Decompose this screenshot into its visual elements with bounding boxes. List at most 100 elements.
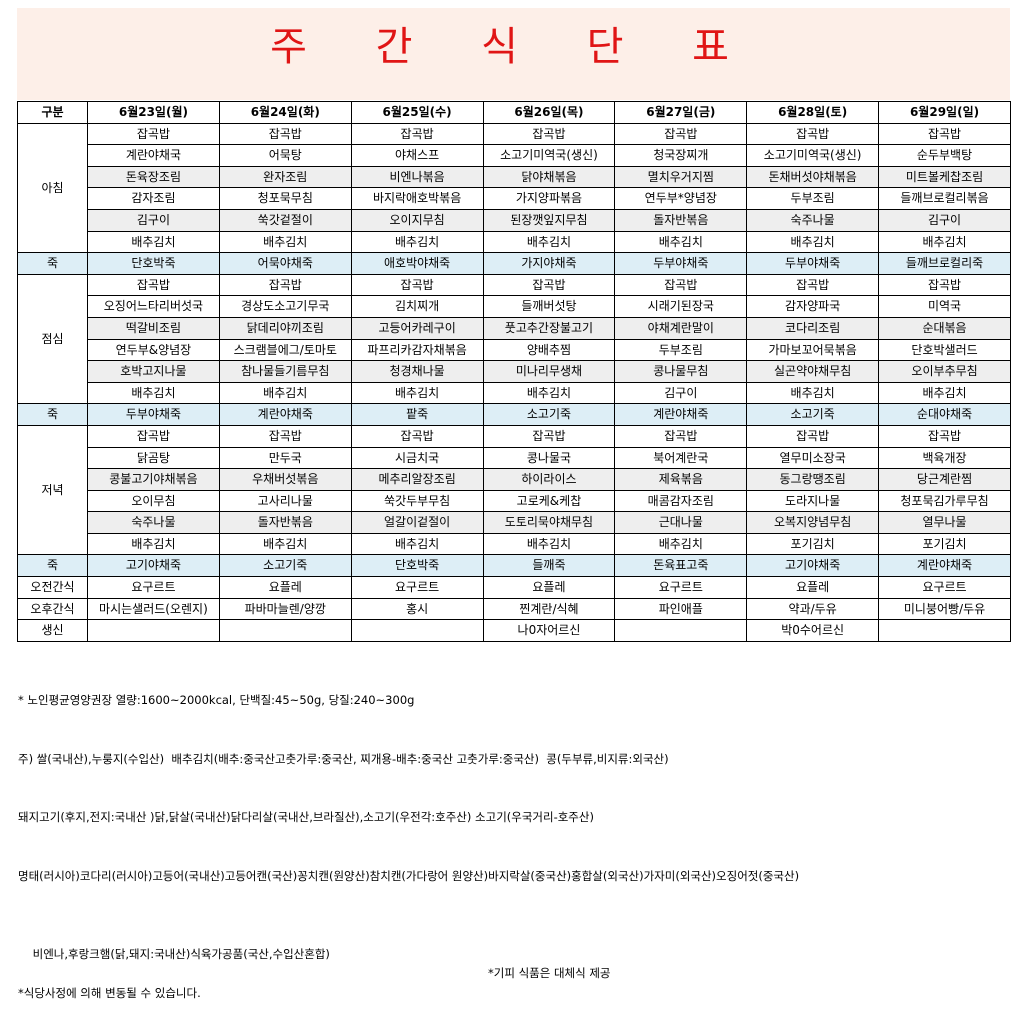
menu-item: 풋고추간장불고기 xyxy=(482,316,616,340)
menu-item: 배추김치 xyxy=(350,381,484,405)
menu-item: 비엔나볶음 xyxy=(350,165,484,189)
menu-item xyxy=(218,619,352,642)
menu-item: 잡곡밥 xyxy=(746,424,880,448)
juk2-label: 죽 xyxy=(17,403,88,426)
menu-item: 멸치우거지찜 xyxy=(614,165,748,189)
menu-item: 잡곡밥 xyxy=(218,273,352,297)
menu-item: 단호박죽 xyxy=(350,554,484,578)
day-header: 6월24일(화) xyxy=(218,101,352,124)
menu-item: 배추김치 xyxy=(87,230,220,254)
menu-item: 우채버섯볶음 xyxy=(218,468,352,491)
note-line: 돼지고기(후지,전지:국내산 )닭,닭살(국내산)닭다리살(국내산,브라질산),… xyxy=(18,810,594,824)
menu-item: 계란야채죽 xyxy=(878,554,1011,578)
menu-item: 청국장찌개 xyxy=(614,144,748,167)
menu-item: 어묵탕 xyxy=(218,144,352,167)
pm_snack-label: 오후간식 xyxy=(17,597,88,621)
menu-item: 도토리묵야채무침 xyxy=(482,511,616,534)
menu-item: 동그랑땡조림 xyxy=(746,468,880,491)
lunch-row: 호박고지나물 참나물들기름무침 청경채나물 미나리무생채 콩나물무침 실곤약야채무침 오이부… xyxy=(18,360,1011,383)
menu-item: 홍시 xyxy=(350,597,484,621)
menu-item: 오복지양념무침 xyxy=(746,511,880,534)
menu-item: 배추김치 xyxy=(350,532,484,556)
lunch-row: 떡갈비조림 닭데리야끼조림 고등어카레구이 풋고추간장불고기 야채계란말이 코다리조림 순대… xyxy=(18,316,1011,340)
day-header: 6월23일(월) xyxy=(87,101,220,124)
menu-item: 잡곡밥 xyxy=(87,424,220,448)
menu-item: 잡곡밥 xyxy=(218,424,352,448)
menu-item: 두부조림 xyxy=(614,338,748,362)
am_snack-label: 오전간식 xyxy=(17,576,88,599)
menu-item: 들깨죽 xyxy=(482,554,616,578)
menu-item: 돌자반볶음 xyxy=(218,511,352,534)
menu-item: 박0수어르신 xyxy=(746,619,880,642)
menu-item: 잡곡밥 xyxy=(482,122,616,146)
menu-item: 고로케&케찹 xyxy=(482,489,616,513)
juk1-row: 죽 단호박죽 어묵야채죽 애호박야채죽 가지야채죽 두부야채죽 두부야채죽 들깨브로컬리죽 xyxy=(17,252,1011,275)
menu-item: 도라지나물 xyxy=(746,489,880,513)
menu-item: 배추김치 xyxy=(218,381,352,405)
menu-item: 포기김치 xyxy=(878,532,1011,556)
menu-item: 잡곡밥 xyxy=(746,273,880,297)
menu-item: 들깨브로컬리죽 xyxy=(878,252,1011,275)
menu-item: 순두부백탕 xyxy=(878,144,1011,167)
menu-item: 열무나물 xyxy=(878,511,1011,534)
menu-item: 숙주나물 xyxy=(87,511,220,534)
menu-item: 경상도소고기무국 xyxy=(218,295,352,318)
birthday-label: 생신 xyxy=(17,619,88,642)
menu-item: 완자조림 xyxy=(218,165,352,189)
menu-item: 된장깻잎지무침 xyxy=(482,208,616,232)
menu-item: 북어계란국 xyxy=(614,446,748,470)
menu-item: 파바마늘렌/양깡 xyxy=(218,597,352,621)
menu-item xyxy=(878,619,1011,642)
menu-item: 청경채나물 xyxy=(350,360,484,383)
menu-item: 포기김치 xyxy=(746,532,880,556)
menu-item: 실곤약야채무침 xyxy=(746,360,880,383)
menu-item: 애호박야채죽 xyxy=(350,252,484,275)
menu-item: 연두부&양념장 xyxy=(87,338,220,362)
day-header: 6월25일(수) xyxy=(350,101,484,124)
menu-item: 단호박죽 xyxy=(87,252,220,275)
breakfast-row: 계란야채국 어묵탕 야채스프 소고기미역국(생신) 청국장찌개 소고기미역국(생신) 순두부… xyxy=(18,144,1011,167)
juk3-label: 죽 xyxy=(17,554,88,578)
menu-item: 가마보꼬어묵볶음 xyxy=(746,338,880,362)
menu-item: 요플레 xyxy=(746,576,880,599)
day-header: 6월29일(일) xyxy=(878,101,1011,124)
menu-item: 쑥갓겉절이 xyxy=(218,208,352,232)
menu-item: 연두부*양념장 xyxy=(614,187,748,210)
menu-item: 약과/두유 xyxy=(746,597,880,621)
menu-item: 오징어느타리버섯국 xyxy=(87,295,220,318)
menu-item: 잡곡밥 xyxy=(218,122,352,146)
am_snack-row: 오전간식 요구르트 요플레 요구르트 요플레 요구르트 요플레 요구르트 xyxy=(17,576,1011,599)
menu-item: 미나리무생채 xyxy=(482,360,616,383)
breakfast-row: 감자조림 청포묵무침 바지락애호박볶음 가지양파볶음 연두부*양념장 두부조림 들깨브로컬리… xyxy=(18,187,1011,210)
dinner-row: 오이무침 고사리나물 쑥갓두부무침 고로케&케찹 매콤감자조림 도라지나물 청포묵김가루무침 xyxy=(18,489,1011,513)
pm_snack-row: 오후간식 마시는샐러드(오렌지) 파바마늘렌/양깡 홍시 찐계란/식혜 파인애플 약과/두유… xyxy=(17,597,1011,621)
menu-item: 배추김치 xyxy=(218,230,352,254)
menu-item: 열무미소장국 xyxy=(746,446,880,470)
menu-item: 잡곡밥 xyxy=(87,122,220,146)
menu-item: 단호박샐러드 xyxy=(878,338,1011,362)
menu-item: 당근계란찜 xyxy=(878,468,1011,491)
menu-item: 가지양파볶음 xyxy=(482,187,616,210)
menu-item: 시래기된장국 xyxy=(614,295,748,318)
menu-item: 잡곡밥 xyxy=(614,424,748,448)
day-header: 6월28일(토) xyxy=(746,101,880,124)
menu-item: 코다리조림 xyxy=(746,316,880,340)
dinner-row: 저녁 잡곡밥 잡곡밥 잡곡밥 잡곡밥 잡곡밥 잡곡밥 잡곡밥 xyxy=(17,424,1011,556)
menu-item: 배추김치 xyxy=(350,230,484,254)
menu-item: 잡곡밥 xyxy=(878,273,1011,297)
menu-item: 요구르트 xyxy=(350,576,484,599)
menu-item: 요구르트 xyxy=(87,576,220,599)
menu-item: 잡곡밥 xyxy=(350,424,484,448)
note-right: *기피 식품은 대체식 제공 xyxy=(488,966,611,980)
menu-item: 미니붕어빵/두유 xyxy=(878,597,1011,621)
lunch-row: 오징어느타리버섯국 경상도소고기무국 김치찌개 들깨버섯탕 시래기된장국 감자양파국 미역국 xyxy=(18,295,1011,318)
menu-item: 가지야채죽 xyxy=(482,252,616,275)
menu-item: 배추김치 xyxy=(482,230,616,254)
menu-item: 배추김치 xyxy=(482,532,616,556)
menu-item: 요플레 xyxy=(482,576,616,599)
title-band: 주 간 식 단 표 xyxy=(17,8,1010,100)
menu-item: 돌자반볶음 xyxy=(614,208,748,232)
menu-item: 두부야채죽 xyxy=(614,252,748,275)
menu-item: 김치찌개 xyxy=(350,295,484,318)
day-header: 6월27일(금) xyxy=(614,101,748,124)
